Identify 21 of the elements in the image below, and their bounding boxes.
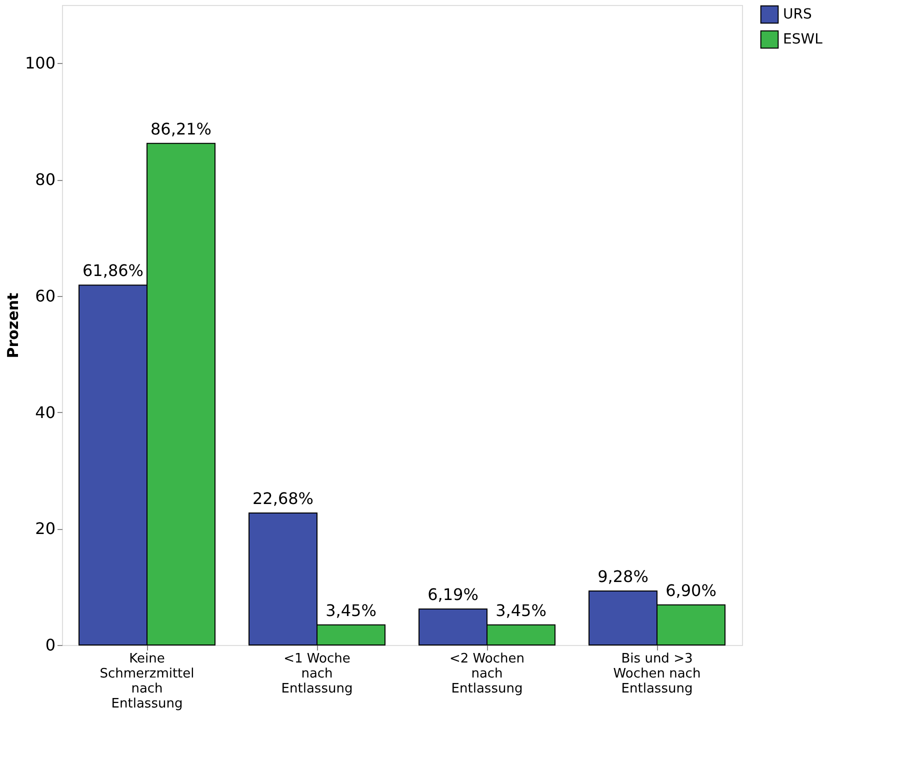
- data-label: 86,21%: [150, 119, 212, 138]
- x-tick-label: Keine Schmerzmittel nach Entlassung: [100, 652, 194, 712]
- x-tick-label: Bis und >3 Wochen nach Entlassung: [613, 652, 701, 696]
- legend-label: ESWL: [783, 32, 823, 48]
- x-tick-label: <1 Woche nach Entlassung: [281, 652, 353, 696]
- x-tick-label: <2 Wochen nach Entlassung: [450, 652, 524, 696]
- y-tick-label: 0: [45, 636, 56, 654]
- data-label: 9,28%: [598, 567, 648, 586]
- data-label: 22,68%: [252, 489, 314, 508]
- y-axis-title: Prozent: [4, 292, 22, 358]
- y-tick-label: 20: [35, 519, 56, 538]
- y-tick-label: 60: [35, 286, 56, 306]
- y-tick-label: 80: [35, 170, 56, 190]
- y-tick-label: 40: [35, 402, 56, 422]
- data-label: 3,45%: [326, 600, 376, 620]
- legend-label: URS: [783, 6, 812, 22]
- data-label: 6,19%: [428, 584, 478, 604]
- data-label: 6,90%: [666, 580, 716, 600]
- data-label: 61,86%: [82, 261, 144, 280]
- data-label: 3,45%: [496, 600, 546, 620]
- y-tick-label: 100: [24, 54, 56, 73]
